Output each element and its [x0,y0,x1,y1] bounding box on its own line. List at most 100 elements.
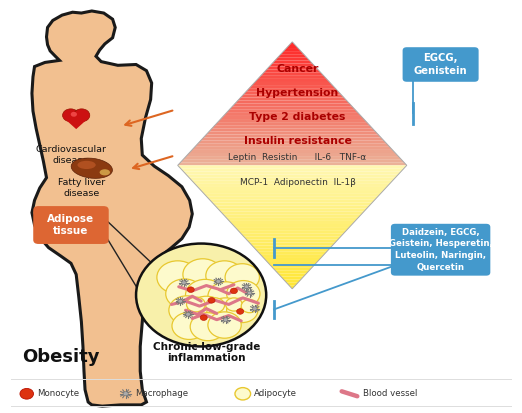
Circle shape [244,285,249,289]
Polygon shape [232,224,352,227]
Text: Adipose
tissue: Adipose tissue [48,214,94,236]
Circle shape [157,261,198,294]
Polygon shape [183,171,401,175]
Circle shape [185,279,225,311]
Circle shape [253,307,257,311]
Circle shape [216,280,221,283]
Polygon shape [283,280,301,282]
Polygon shape [63,117,90,129]
Circle shape [206,298,224,313]
FancyBboxPatch shape [402,47,479,82]
Text: Cardiovascular
disease: Cardiovascular disease [35,145,106,165]
Circle shape [208,297,215,303]
Polygon shape [250,85,335,88]
Polygon shape [246,88,338,91]
Circle shape [20,389,33,399]
Polygon shape [229,107,355,110]
Polygon shape [32,11,192,406]
Polygon shape [192,147,393,150]
Circle shape [190,313,226,341]
Polygon shape [183,156,401,159]
Circle shape [186,297,205,312]
Text: Adipocyte: Adipocyte [254,389,296,398]
Polygon shape [250,242,335,246]
Polygon shape [275,270,310,273]
Circle shape [136,244,266,347]
Polygon shape [186,175,398,178]
Circle shape [235,388,251,400]
Polygon shape [189,178,395,181]
Ellipse shape [77,161,96,169]
Circle shape [123,392,128,396]
Ellipse shape [100,169,110,176]
Polygon shape [241,233,344,236]
Text: MCP-1  Adiponectin  IL-1β: MCP-1 Adiponectin IL-1β [240,178,355,187]
Polygon shape [177,165,407,169]
FancyBboxPatch shape [33,206,109,244]
Polygon shape [195,184,389,187]
Circle shape [63,109,79,122]
Polygon shape [275,57,310,60]
Polygon shape [269,264,315,267]
Text: Hypertension: Hypertension [256,88,339,98]
Polygon shape [238,230,347,233]
Polygon shape [186,153,398,156]
Polygon shape [289,42,295,45]
Polygon shape [252,82,333,85]
Text: Chronic low-grade
inflammation: Chronic low-grade inflammation [152,342,260,363]
Polygon shape [281,51,304,54]
Polygon shape [266,261,318,264]
Polygon shape [227,110,358,113]
Polygon shape [238,97,347,100]
Polygon shape [192,181,393,184]
Circle shape [70,112,77,117]
Polygon shape [223,215,361,218]
Polygon shape [181,159,404,162]
Text: Insulin resistance: Insulin resistance [243,135,351,146]
Circle shape [74,109,90,122]
Circle shape [208,312,241,338]
Circle shape [172,312,206,339]
Circle shape [227,280,260,307]
Circle shape [187,296,226,327]
Polygon shape [212,202,372,206]
Polygon shape [255,249,329,252]
Text: Daidzein, EGCG,
Geistein, Hesperetin,
Luteolin, Naringin,
Quercetin: Daidzein, EGCG, Geistein, Hesperetin, Lu… [389,228,493,272]
Polygon shape [218,119,366,122]
Polygon shape [272,267,312,270]
Polygon shape [223,113,361,116]
Circle shape [247,291,252,295]
Polygon shape [218,209,366,211]
Polygon shape [198,141,387,144]
Text: Blood vessel: Blood vessel [362,389,417,398]
Polygon shape [261,73,324,76]
Polygon shape [215,206,370,209]
Polygon shape [278,54,306,57]
Polygon shape [212,125,372,128]
Polygon shape [229,221,355,224]
Polygon shape [177,162,407,165]
Polygon shape [261,255,324,258]
Circle shape [241,299,258,313]
Polygon shape [258,252,327,255]
Text: EGCG,
Genistein: EGCG, Genistein [414,53,467,76]
Circle shape [178,299,183,303]
Polygon shape [200,138,384,141]
Circle shape [208,282,244,311]
Circle shape [182,281,186,285]
Circle shape [225,264,259,291]
Polygon shape [281,276,304,280]
Polygon shape [209,199,375,202]
Polygon shape [289,286,295,289]
Circle shape [206,261,243,290]
Polygon shape [232,104,352,107]
Polygon shape [283,48,301,51]
Polygon shape [200,190,384,193]
Text: Fatty liver
disease: Fatty liver disease [58,178,105,198]
Circle shape [230,288,238,294]
Polygon shape [244,91,341,94]
Circle shape [226,298,242,311]
Text: Macrophage: Macrophage [135,389,188,398]
Polygon shape [278,273,306,276]
Polygon shape [206,131,378,135]
